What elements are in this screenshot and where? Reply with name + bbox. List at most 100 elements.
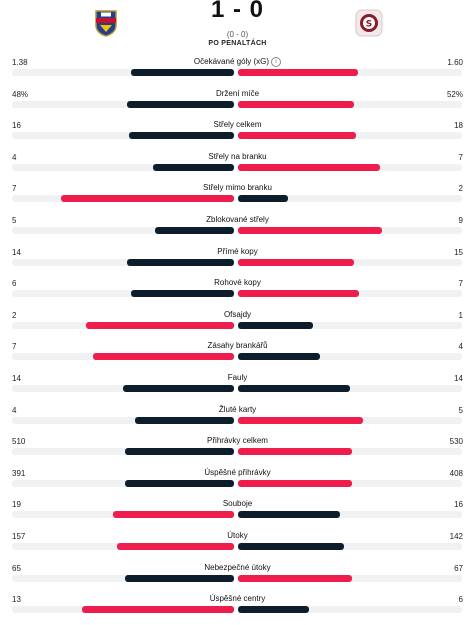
- away-bar-fill: [238, 511, 341, 519]
- home-bar-fill: [154, 226, 234, 234]
- home-bar-fill: [85, 321, 234, 329]
- stat-label: Přihrávky celkem: [0, 436, 475, 445]
- home-bar-track: [12, 195, 234, 203]
- away-bar-track: [238, 132, 462, 140]
- away-bar-fill: [238, 290, 359, 298]
- stat-row: 7 Zásahy brankářů 4: [0, 340, 475, 372]
- stat-label-text: Střely celkem: [213, 120, 262, 130]
- stat-label: Fauly: [0, 373, 475, 382]
- stat-label: Střely mimo branku: [0, 183, 475, 192]
- away-bar-track: [238, 448, 462, 456]
- away-value: 6: [458, 595, 463, 605]
- away-bar-fill: [238, 69, 359, 76]
- away-value: 14: [454, 373, 463, 383]
- home-team-logo[interactable]: [92, 8, 120, 38]
- home-value: 7: [12, 342, 17, 352]
- home-bar-track: [12, 290, 234, 298]
- away-bar-fill: [238, 258, 354, 266]
- stat-row: 391 Úspěšné přihrávky 408: [0, 467, 475, 499]
- away-value: 7: [458, 152, 463, 162]
- stat-row: 5 Zblokované střely 9: [0, 214, 475, 246]
- stat-label: Rohové kopy: [0, 278, 475, 287]
- stat-label-text: Držení míče: [215, 88, 260, 98]
- home-bar-track: [12, 511, 234, 519]
- away-bar-fill: [238, 479, 353, 487]
- away-bar-fill: [238, 163, 381, 171]
- away-value: 9: [458, 215, 463, 225]
- away-bar-track: [238, 479, 462, 487]
- stat-label: Žluté karty: [0, 405, 475, 414]
- stat-label: Souboje: [0, 499, 475, 508]
- away-bar-track: [238, 226, 462, 234]
- stat-label: Zblokované střely: [0, 215, 475, 224]
- stat-label-text: Úspěšné centry: [209, 594, 266, 604]
- home-bar-track: [12, 258, 234, 266]
- stat-label-text: Souboje: [222, 499, 253, 509]
- home-bar-fill: [125, 448, 234, 456]
- home-value: 510: [12, 437, 26, 447]
- away-value: 7: [458, 279, 463, 289]
- away-value: 4: [458, 342, 463, 352]
- stat-label: Úspěšné přihrávky: [0, 468, 475, 477]
- away-bar-track: [238, 195, 462, 203]
- stat-row: 4 Žluté karty 5: [0, 404, 475, 436]
- home-bar-fill: [61, 195, 234, 203]
- home-value: 7: [12, 184, 17, 194]
- home-value: 2: [12, 310, 17, 320]
- away-bar-track: [238, 321, 462, 329]
- stat-label-text: Přímé kopy: [217, 246, 258, 256]
- away-value: 52%: [446, 89, 463, 99]
- home-value: 4: [12, 405, 17, 415]
- home-bar-fill: [117, 542, 234, 550]
- home-value: 14: [12, 373, 21, 383]
- home-bar-track: [12, 384, 234, 392]
- halftime-score: (0 - 0): [226, 30, 249, 39]
- away-bar-fill: [238, 416, 363, 424]
- away-bar-fill: [238, 132, 357, 140]
- home-value: 16: [12, 121, 21, 131]
- away-bar-track: [238, 353, 462, 361]
- home-value: 5: [12, 215, 17, 225]
- away-bar-fill: [238, 321, 313, 329]
- away-bar-track: [238, 290, 462, 298]
- away-bar-fill: [238, 542, 345, 550]
- stat-label: Držení míče: [0, 89, 475, 98]
- stat-row: 14 Fauly 14: [0, 372, 475, 404]
- away-bar-fill: [238, 574, 352, 582]
- away-bar-track: [238, 574, 462, 582]
- home-bar-track: [12, 226, 234, 234]
- home-bar-track: [12, 163, 234, 171]
- home-bar-fill: [123, 384, 234, 392]
- home-bar-fill: [131, 69, 234, 76]
- stat-label-text: Očekávané góly (xG): [193, 57, 270, 67]
- stat-row: 16 Střely celkem 18: [0, 119, 475, 151]
- away-bar-fill: [238, 353, 320, 361]
- stat-label-text: Úspěšné přihrávky: [204, 467, 271, 477]
- stat-label-text: Střely na branku: [208, 151, 267, 161]
- home-value: 48%: [12, 89, 29, 99]
- home-bar-track: [12, 132, 234, 140]
- stat-row: 65 Nebezpečné útoky 67: [0, 562, 475, 594]
- home-bar-track: [12, 353, 234, 361]
- stat-label: Střely celkem: [0, 120, 475, 129]
- away-value: 16: [454, 500, 463, 510]
- info-icon[interactable]: i: [271, 57, 282, 67]
- home-value: 65: [12, 563, 21, 573]
- stat-label-text: Střely mimo branku: [203, 183, 272, 193]
- away-value: 67: [454, 563, 463, 573]
- home-bar-track: [12, 574, 234, 582]
- away-team-logo[interactable]: S: [355, 8, 383, 38]
- away-bar-fill: [238, 384, 350, 392]
- away-value: 2: [458, 184, 463, 194]
- stat-row: 13 Úspěšné centry 6: [0, 593, 475, 625]
- stat-row: 157 Útoky 142: [0, 530, 475, 562]
- stat-label-text: Zblokované střely: [206, 214, 269, 224]
- stat-label-text: Přihrávky celkem: [207, 436, 268, 446]
- match-score: 1 - 0: [210, 0, 265, 23]
- result-note: PO PENALTÁCH: [208, 40, 267, 47]
- away-bar-track: [238, 163, 462, 171]
- stat-label-text: Zásahy brankářů: [207, 341, 268, 351]
- home-bar-fill: [92, 353, 234, 361]
- stat-row: 1.38 Očekávané góly (xG) i 1.60: [0, 56, 475, 88]
- away-bar-track: [238, 384, 462, 392]
